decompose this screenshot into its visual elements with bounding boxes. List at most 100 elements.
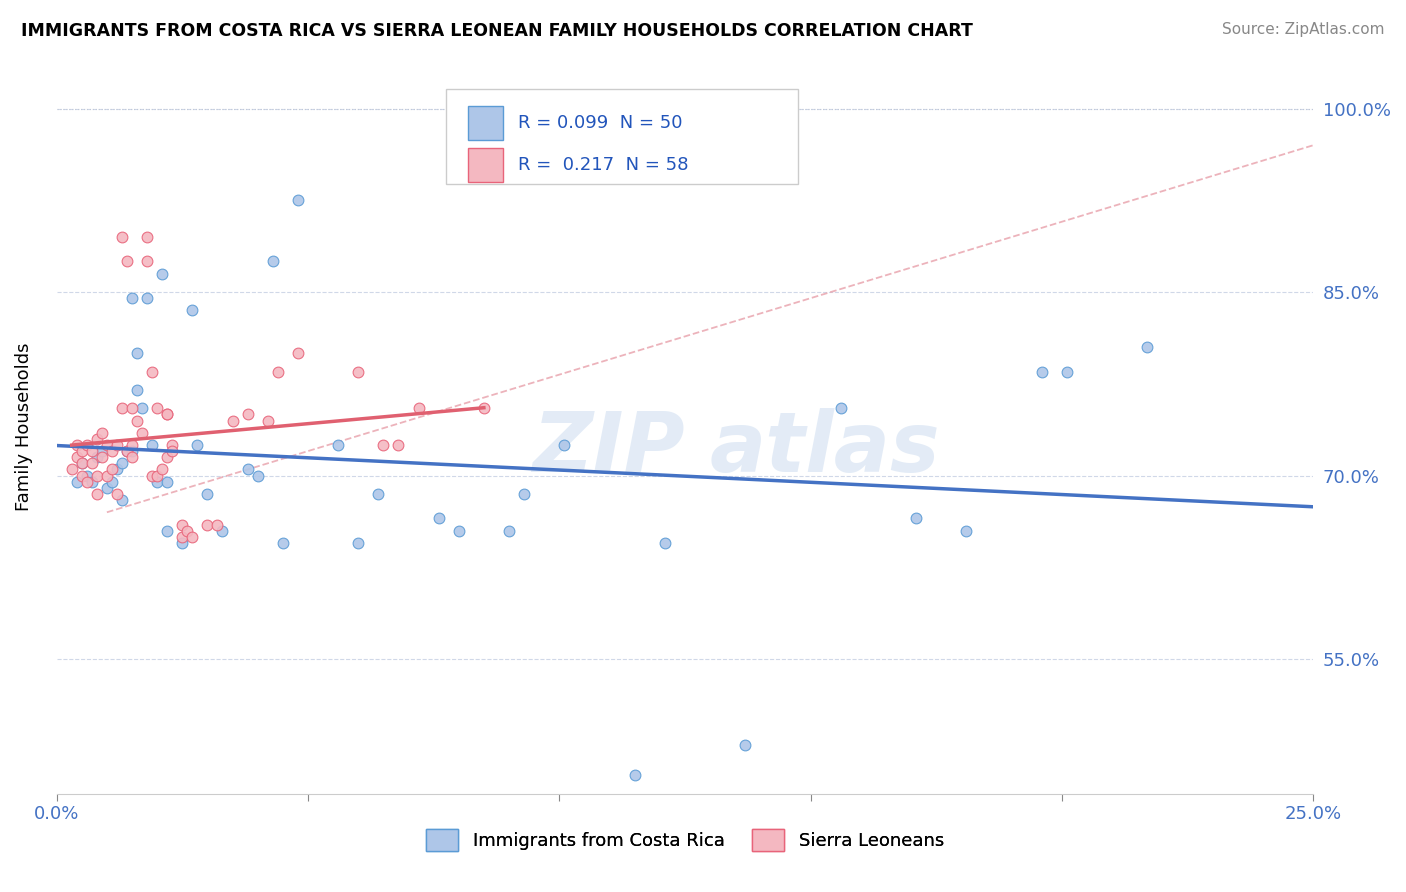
Point [498,524,520,538]
Point [207,517,229,532]
Point [115,254,138,268]
Point [141,468,163,483]
Point [181,530,204,544]
Point [96,468,118,483]
Point [256,413,278,427]
Legend: Immigrants from Costa Rica, Sierra Leoneans: Immigrants from Costa Rica, Sierra Leone… [419,822,952,858]
Point [101,475,124,489]
Text: atlas: atlas [710,409,941,489]
Point [141,438,163,452]
Point [236,408,259,422]
Point [472,401,495,416]
Text: Source: ZipAtlas.com: Source: ZipAtlas.com [1222,22,1385,37]
Point [176,524,198,538]
Point [76,438,98,452]
Point [236,462,259,476]
Point [66,475,89,489]
Point [86,432,108,446]
Point [111,230,134,244]
Point [347,536,370,550]
Point [156,524,179,538]
Point [408,401,430,416]
Point [105,438,128,452]
Point [654,536,676,550]
Point [246,468,269,483]
Point [115,444,138,458]
Point [70,456,93,470]
Point [146,475,169,489]
Point [172,530,194,544]
Point [197,487,219,501]
Point [105,487,128,501]
Point [367,487,389,501]
Point [136,230,159,244]
Point [160,438,183,452]
Point [146,401,169,416]
Point [221,413,243,427]
Point [96,481,118,495]
Point [90,450,112,465]
Point [1056,365,1078,379]
Text: R = 0.099  N = 50: R = 0.099 N = 50 [517,114,682,132]
Point [60,462,83,476]
Point [80,444,103,458]
Point [447,524,470,538]
Point [111,401,134,416]
Point [262,254,284,268]
Point [115,444,138,458]
FancyBboxPatch shape [468,148,503,182]
Text: R =  0.217  N = 58: R = 0.217 N = 58 [517,156,689,174]
Point [121,444,143,458]
Point [156,408,179,422]
Point [121,450,143,465]
Point [86,468,108,483]
Point [121,401,143,416]
Point [146,468,169,483]
Point [101,444,124,458]
Point [131,425,153,440]
Point [172,536,194,550]
Point [125,413,148,427]
Point [80,475,103,489]
Point [111,456,134,470]
Point [267,365,290,379]
Point [66,450,89,465]
Point [125,346,148,360]
Point [136,291,159,305]
Point [955,524,977,538]
Point [80,456,103,470]
Point [121,438,143,452]
Point [387,438,409,452]
Point [105,462,128,476]
Point [111,493,134,508]
Point [553,438,575,452]
Point [66,438,89,452]
Point [197,517,219,532]
Point [141,365,163,379]
Point [156,450,179,465]
Point [181,303,204,318]
Point [734,738,756,752]
Point [131,401,153,416]
Point [186,438,208,452]
Point [150,267,173,281]
Point [86,487,108,501]
Point [96,438,118,452]
Point [1136,340,1159,354]
Point [86,450,108,465]
Point [287,194,309,208]
Point [830,401,852,416]
Point [1031,365,1053,379]
Point [160,444,183,458]
Point [136,254,159,268]
Point [70,444,93,458]
Point [211,524,233,538]
Point [326,438,349,452]
Point [156,475,179,489]
Point [513,487,536,501]
Point [427,511,450,525]
Point [271,536,294,550]
Point [172,517,194,532]
Point [347,365,370,379]
Point [623,768,645,782]
